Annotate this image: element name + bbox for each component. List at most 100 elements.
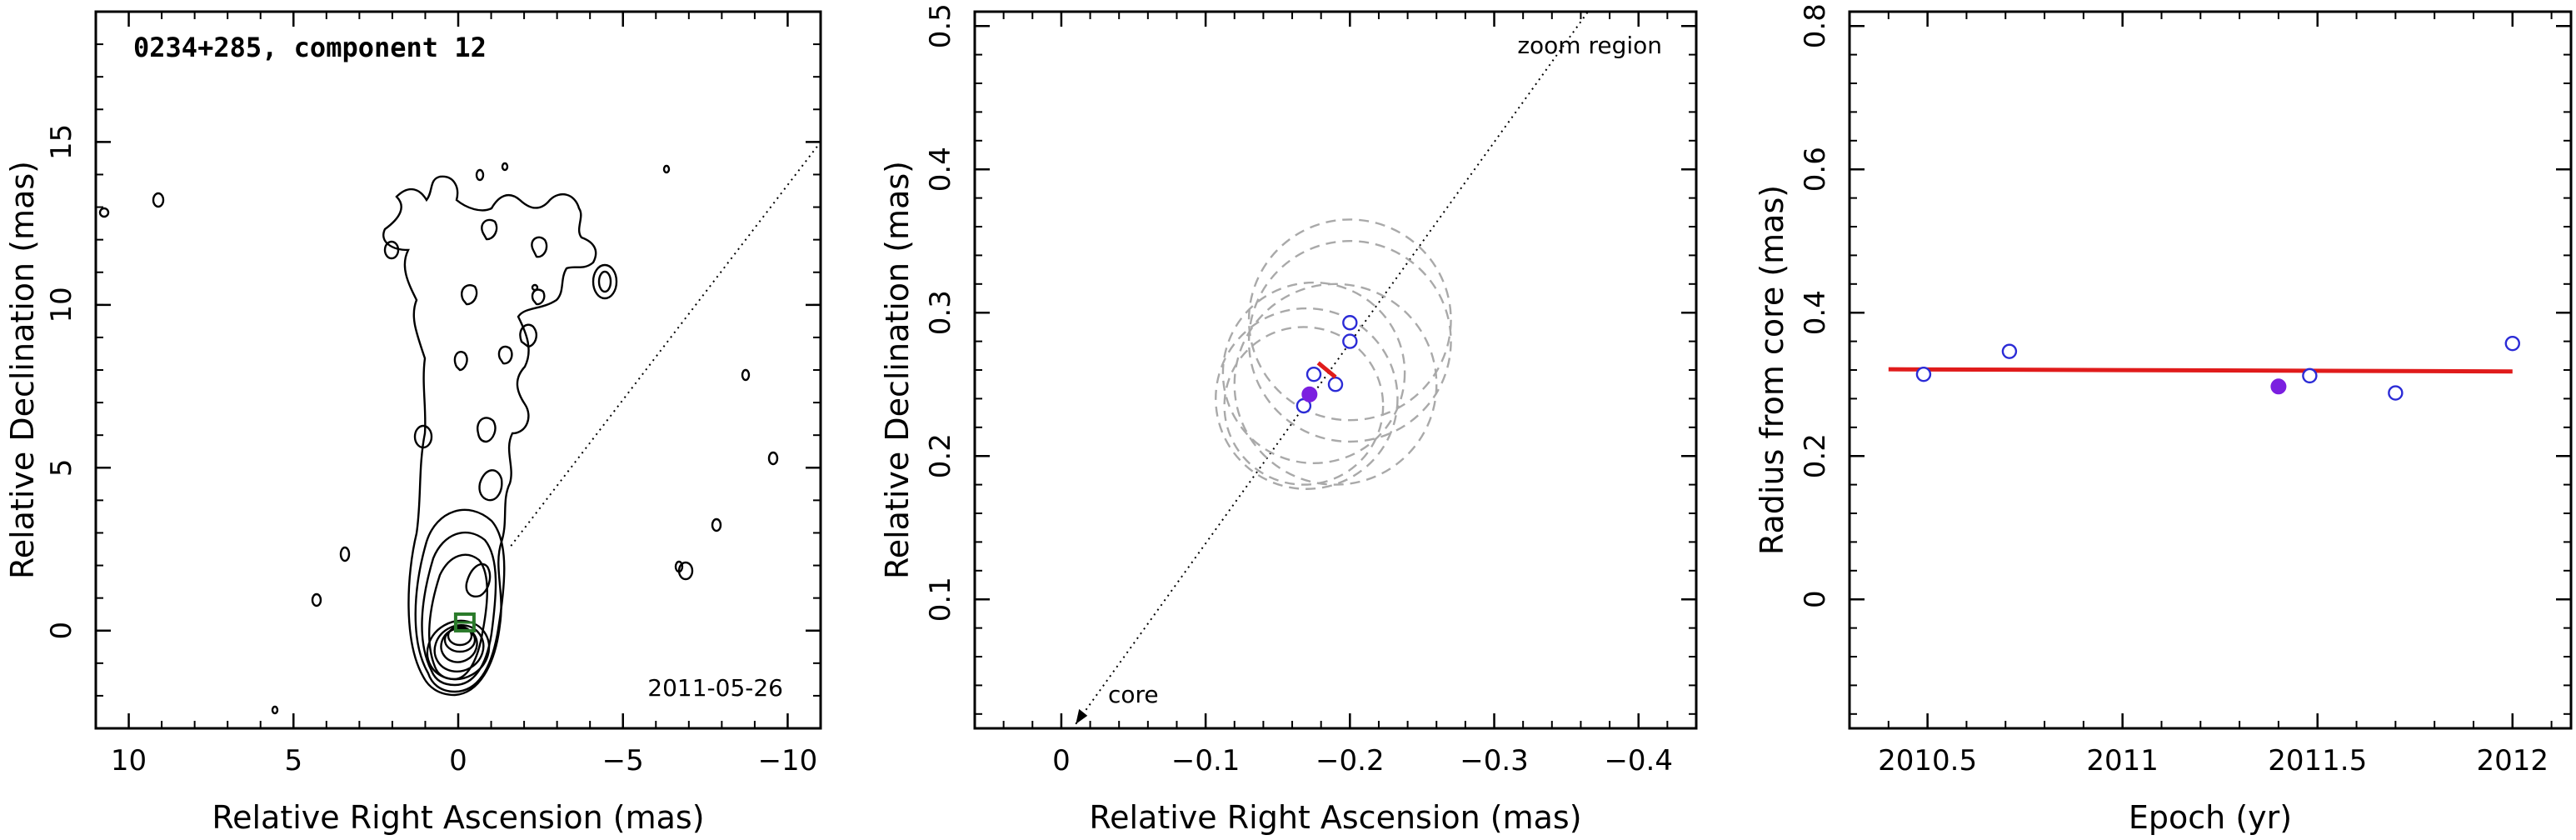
x-tick-label: 2012 [2477, 744, 2549, 778]
component-position-point [1305, 366, 1322, 382]
contour-lines [98, 162, 779, 715]
contour-level [421, 531, 497, 687]
contour-level [497, 345, 513, 365]
x-tick-label: −5 [602, 744, 644, 778]
component-size-circle [1215, 307, 1399, 490]
contour-level [152, 192, 165, 208]
component-size-circle [1223, 326, 1385, 486]
contour-level [597, 270, 612, 293]
component-size-circle [1247, 218, 1452, 422]
radius-x-axis-title: Epoch (yr) [2129, 799, 2292, 836]
contour-level [339, 546, 351, 562]
contour-level [413, 424, 433, 449]
zoom-x-axis-title: Relative Right Ascension (mas) [1089, 799, 1581, 836]
zoom-region-label: zoom region [1517, 32, 1662, 59]
contour-level [461, 284, 478, 306]
x-tick-label: 10 [111, 744, 147, 778]
radius-panel: 2010.5 2011 2011.5 2012 0 0.2 0.4 0.6 0.8 Epoch … [1754, 3, 2573, 836]
zoom-panel: 0 −0.1 −0.2 −0.3 −0.4 0.1 0.2 0.3 0.4 0.5 zoom re… [879, 3, 1698, 836]
radius-fit-line [1888, 367, 2513, 374]
component-size-circle [1247, 240, 1452, 443]
radius-plot-area [1888, 335, 2520, 401]
component-size-circle [1221, 281, 1406, 465]
component-position-point [1327, 377, 1344, 392]
y-tick-label: 0.8 [1799, 3, 1832, 48]
contour-level [531, 288, 546, 306]
map-date-label: 2011-05-26 [647, 674, 783, 702]
map-y-axis-title: Relative Declination (mas) [4, 161, 41, 579]
map-axes: 10 5 0 −5 −10 0 5 10 15 [45, 11, 821, 778]
contour-level [426, 619, 491, 681]
contour-level [414, 508, 506, 693]
radius-point [1915, 366, 1932, 382]
map-title: 0234+285, component 12 [133, 32, 487, 63]
contour-level [519, 323, 537, 348]
contour-level [382, 175, 597, 697]
x-tick-label: 2011 [2086, 744, 2159, 778]
position-angle-line [510, 141, 821, 547]
x-tick-label: 2011.5 [2268, 744, 2367, 778]
y-tick-label: 15 [45, 124, 78, 160]
y-tick-label: 0.3 [924, 290, 957, 335]
x-tick-label: 0 [1052, 744, 1071, 778]
contour-level [501, 162, 509, 172]
contour-level [741, 368, 751, 382]
y-tick-label: 5 [45, 458, 78, 477]
contour-level [447, 625, 473, 647]
contour-map-panel: 10 5 0 −5 −10 0 5 10 15 0234+285, component 12 2… [4, 10, 822, 836]
velocity-vector [1316, 361, 1337, 379]
y-tick-label: 10 [45, 287, 78, 322]
contour-level [592, 263, 618, 300]
contour-level [271, 705, 279, 715]
x-tick-label: 2010.5 [1878, 744, 1977, 778]
y-tick-label: 0 [45, 622, 78, 640]
contour-level [383, 240, 400, 260]
x-tick-label: −0.2 [1315, 744, 1385, 778]
x-tick-label: −0.1 [1171, 744, 1241, 778]
radius-point [2001, 343, 2018, 359]
y-tick-label: 0.4 [1799, 290, 1832, 335]
contour-level [428, 553, 488, 681]
component-position-point [1342, 315, 1358, 331]
contour-level [443, 627, 477, 653]
current-epoch-point [2270, 378, 2287, 395]
contour-level [711, 518, 722, 532]
contour-level [478, 469, 503, 502]
contour-level [531, 236, 548, 258]
radius-point [2504, 335, 2520, 352]
component-size-circle [1233, 282, 1438, 486]
contour-level [674, 560, 684, 573]
x-tick-label: −0.3 [1460, 744, 1529, 778]
y-tick-label: 0.2 [1799, 433, 1832, 478]
x-tick-label: −10 [758, 744, 818, 778]
contour-level [481, 218, 498, 241]
x-tick-label: −0.4 [1604, 744, 1673, 778]
contour-level [465, 562, 492, 598]
core-label: core [1108, 681, 1159, 708]
component-position-point [1342, 333, 1358, 349]
y-tick-label: 0.4 [924, 147, 957, 192]
radius-y-axis-title: Radius from core (mas) [1754, 185, 1790, 555]
zoom-plot-area [1075, 12, 1589, 725]
contour-level [477, 417, 497, 443]
radius-point [2388, 385, 2404, 401]
contour-level [662, 164, 671, 174]
plot-frame [973, 10, 1698, 730]
x-tick-label: 5 [284, 744, 302, 778]
y-tick-label: 0.6 [1799, 147, 1832, 192]
contour-level [767, 451, 779, 466]
y-tick-label: 0.5 [924, 3, 957, 48]
map-overlay [453, 141, 821, 632]
y-tick-label: 0.1 [924, 577, 957, 622]
contour-level [98, 207, 110, 218]
map-x-axis-title: Relative Right Ascension (mas) [212, 799, 704, 836]
x-tick-label: 0 [449, 744, 467, 778]
y-tick-label: 0 [1799, 590, 1832, 608]
current-epoch-point [1301, 386, 1318, 402]
contour-level [475, 168, 485, 182]
contour-level [311, 592, 322, 608]
radius-point [2302, 368, 2318, 384]
radius-axes: 2010.5 2011 2011.5 2012 0 0.2 0.4 0.6 0.8 [1799, 3, 2571, 778]
position-angle-line [1075, 12, 1589, 725]
